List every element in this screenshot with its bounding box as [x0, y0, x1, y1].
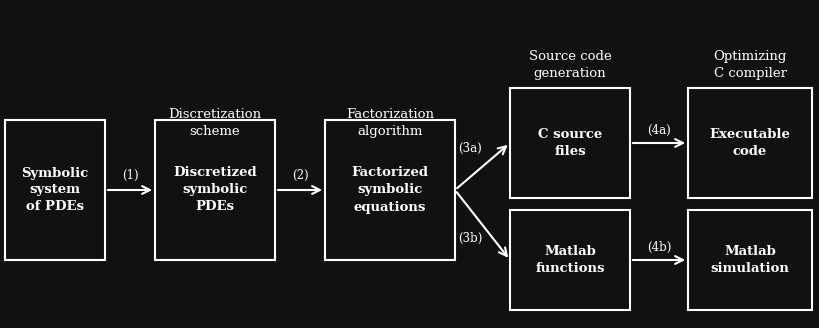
Text: Discretization
scheme: Discretization scheme — [169, 108, 261, 138]
Text: (2): (2) — [292, 169, 308, 181]
Text: (4a): (4a) — [647, 124, 671, 136]
Text: Source code
generation: Source code generation — [528, 50, 611, 80]
Text: (3b): (3b) — [458, 232, 482, 244]
Bar — [688, 88, 812, 198]
Text: Factorized
symbolic
equations: Factorized symbolic equations — [351, 167, 428, 214]
Text: Discretized
symbolic
PDEs: Discretized symbolic PDEs — [173, 167, 257, 214]
Text: Matlab
simulation: Matlab simulation — [711, 245, 790, 275]
Text: C source
files: C source files — [538, 128, 602, 158]
Text: Optimizing
C compiler: Optimizing C compiler — [713, 50, 787, 80]
Text: Symbolic
system
of PDEs: Symbolic system of PDEs — [21, 167, 88, 214]
Bar — [5, 120, 105, 260]
Text: (1): (1) — [122, 169, 138, 181]
Text: Factorization
algorithm: Factorization algorithm — [346, 108, 434, 138]
Bar — [510, 210, 630, 310]
Text: Matlab
functions: Matlab functions — [536, 245, 604, 275]
Bar — [688, 210, 812, 310]
Text: (4b): (4b) — [647, 240, 672, 254]
Bar — [325, 120, 455, 260]
Text: (3a): (3a) — [458, 141, 482, 154]
Bar — [155, 120, 275, 260]
Text: Executable
code: Executable code — [709, 128, 790, 158]
Bar — [510, 88, 630, 198]
